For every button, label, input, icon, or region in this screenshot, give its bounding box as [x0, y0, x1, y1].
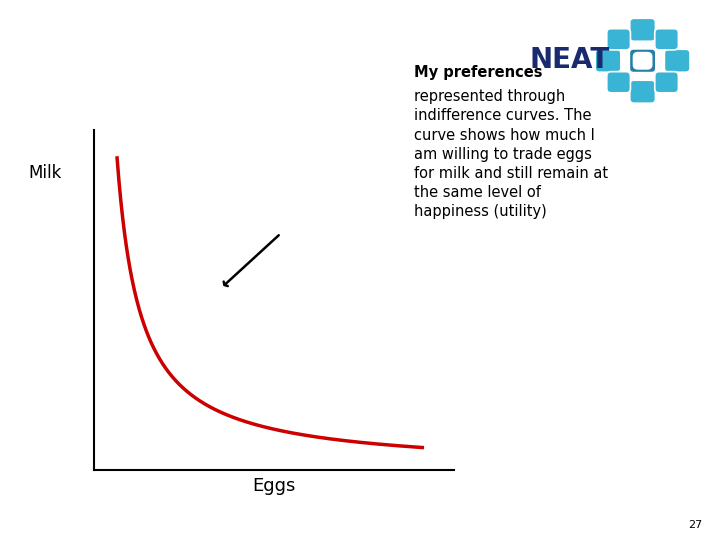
Text: My preferences: My preferences [414, 65, 542, 80]
FancyBboxPatch shape [654, 72, 678, 93]
X-axis label: Eggs: Eggs [252, 477, 295, 495]
FancyBboxPatch shape [634, 52, 652, 69]
FancyBboxPatch shape [607, 72, 631, 93]
FancyBboxPatch shape [630, 18, 655, 41]
FancyBboxPatch shape [595, 49, 621, 72]
FancyBboxPatch shape [629, 49, 656, 72]
Text: 27: 27 [688, 520, 702, 530]
Text: Milk: Milk [29, 164, 62, 181]
FancyBboxPatch shape [654, 29, 678, 50]
FancyBboxPatch shape [630, 80, 655, 103]
Text: NEAT: NEAT [529, 46, 609, 74]
Text: represented through
indifference curves. The
curve shows how much I
am willing t: represented through indifference curves.… [414, 89, 608, 219]
FancyBboxPatch shape [607, 29, 631, 50]
FancyBboxPatch shape [665, 49, 690, 72]
